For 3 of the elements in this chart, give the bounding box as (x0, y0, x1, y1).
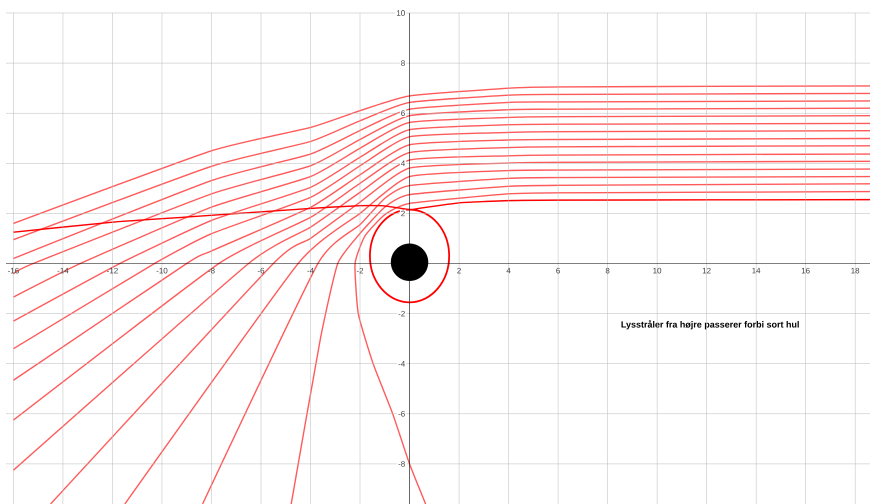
line-series (12, 85, 870, 224)
annotation: Lysstråler fra højre passerer forbi sort hul (621, 320, 799, 330)
line-series (12, 92, 870, 240)
